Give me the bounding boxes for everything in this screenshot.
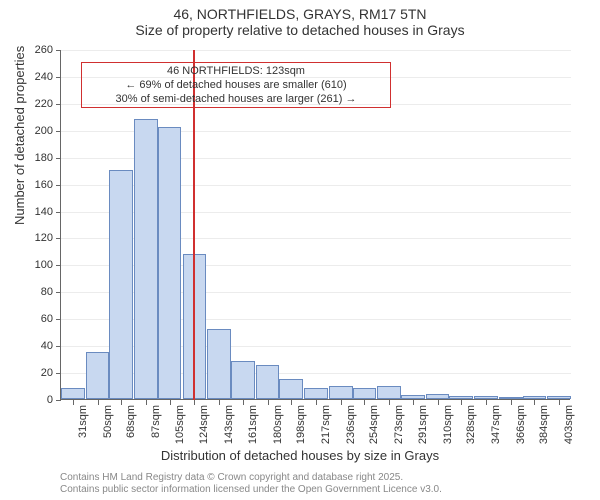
x-tick-label: 198sqm [295, 405, 307, 444]
histogram-bar [256, 365, 280, 399]
x-tick-mark [364, 400, 365, 405]
x-tick-mark [559, 400, 560, 405]
x-tick-label: 87sqm [150, 405, 162, 438]
y-tick-label: 20 [13, 367, 53, 379]
y-tick-label: 120 [13, 232, 53, 244]
y-tick-label: 60 [13, 313, 53, 325]
x-tick-mark [73, 400, 74, 405]
attribution-line2: Contains public sector information licen… [60, 484, 442, 496]
x-tick-mark [316, 400, 317, 405]
histogram-bar [109, 170, 133, 399]
chart-title-line2: Size of property relative to detached ho… [0, 22, 600, 38]
x-tick-mark [438, 400, 439, 405]
x-tick-label: 105sqm [174, 405, 186, 444]
x-tick-label: 180sqm [272, 405, 284, 444]
x-tick-label: 403sqm [563, 405, 575, 444]
histogram-bar [523, 396, 547, 399]
y-tick-label: 220 [13, 98, 53, 110]
y-tick-label: 240 [13, 71, 53, 83]
plot-region: 02040608010012014016018020022024026031sq… [60, 50, 570, 400]
histogram-bar [426, 394, 450, 399]
chart-title-block: 46, NORTHFIELDS, GRAYS, RM17 5TN Size of… [0, 0, 600, 38]
x-tick-label: 328sqm [465, 405, 477, 444]
x-tick-label: 124sqm [198, 405, 210, 444]
x-tick-mark [291, 400, 292, 405]
x-tick-label: 384sqm [538, 405, 550, 444]
histogram-bar [304, 388, 328, 399]
attribution-block: Contains HM Land Registry data © Crown c… [60, 472, 442, 496]
x-tick-label: 310sqm [442, 405, 454, 444]
x-tick-label: 254sqm [368, 405, 380, 444]
x-tick-mark [486, 400, 487, 405]
grid-line [61, 50, 571, 51]
chart-area: 02040608010012014016018020022024026031sq… [60, 50, 570, 400]
x-tick-label: 366sqm [515, 405, 527, 444]
x-tick-label: 217sqm [320, 405, 332, 444]
histogram-bar [329, 386, 353, 399]
y-tick-label: 200 [13, 125, 53, 137]
x-tick-label: 347sqm [490, 405, 502, 444]
x-tick-label: 161sqm [247, 405, 259, 444]
callout-line1: 46 NORTHFIELDS: 123sqm [88, 65, 384, 79]
y-tick-label: 140 [13, 206, 53, 218]
x-tick-label: 273sqm [393, 405, 405, 444]
x-tick-label: 31sqm [77, 405, 89, 438]
attribution-line1: Contains HM Land Registry data © Crown c… [60, 472, 442, 484]
x-tick-mark [413, 400, 414, 405]
y-tick-label: 260 [13, 44, 53, 56]
x-tick-mark [534, 400, 535, 405]
y-tick-label: 0 [13, 394, 53, 406]
callout-line3: 30% of semi-detached houses are larger (… [88, 93, 384, 107]
histogram-bar [401, 395, 425, 399]
y-tick-mark [56, 400, 61, 401]
histogram-bar [499, 397, 523, 399]
x-tick-mark [243, 400, 244, 405]
histogram-bar [86, 352, 110, 399]
histogram-bar [279, 379, 303, 399]
x-tick-mark [341, 400, 342, 405]
x-tick-mark [389, 400, 390, 405]
histogram-bar [547, 396, 571, 399]
x-tick-label: 68sqm [125, 405, 137, 438]
callout-box: 46 NORTHFIELDS: 123sqm← 69% of detached … [81, 62, 391, 108]
x-axis-label: Distribution of detached houses by size … [0, 448, 600, 463]
x-tick-label: 291sqm [417, 405, 429, 444]
x-tick-label: 50sqm [102, 405, 114, 438]
y-tick-label: 100 [13, 259, 53, 271]
histogram-bar [353, 388, 377, 399]
histogram-bar [61, 388, 85, 399]
x-tick-mark [268, 400, 269, 405]
x-tick-mark [511, 400, 512, 405]
x-tick-label: 143sqm [223, 405, 235, 444]
x-tick-label: 236sqm [345, 405, 357, 444]
y-tick-label: 40 [13, 340, 53, 352]
x-tick-mark [121, 400, 122, 405]
histogram-bar [474, 396, 498, 399]
y-tick-label: 180 [13, 152, 53, 164]
x-tick-mark [461, 400, 462, 405]
histogram-bar [207, 329, 231, 399]
histogram-bar [449, 396, 473, 399]
x-tick-mark [194, 400, 195, 405]
histogram-bar [231, 361, 255, 399]
x-tick-mark [146, 400, 147, 405]
histogram-bar [158, 127, 182, 399]
histogram-bar [134, 119, 158, 399]
y-tick-label: 80 [13, 286, 53, 298]
x-tick-mark [219, 400, 220, 405]
x-tick-mark [170, 400, 171, 405]
x-tick-mark [98, 400, 99, 405]
y-tick-label: 160 [13, 179, 53, 191]
chart-title-line1: 46, NORTHFIELDS, GRAYS, RM17 5TN [0, 6, 600, 22]
callout-line2: ← 69% of detached houses are smaller (61… [88, 79, 384, 93]
histogram-bar [377, 386, 401, 399]
